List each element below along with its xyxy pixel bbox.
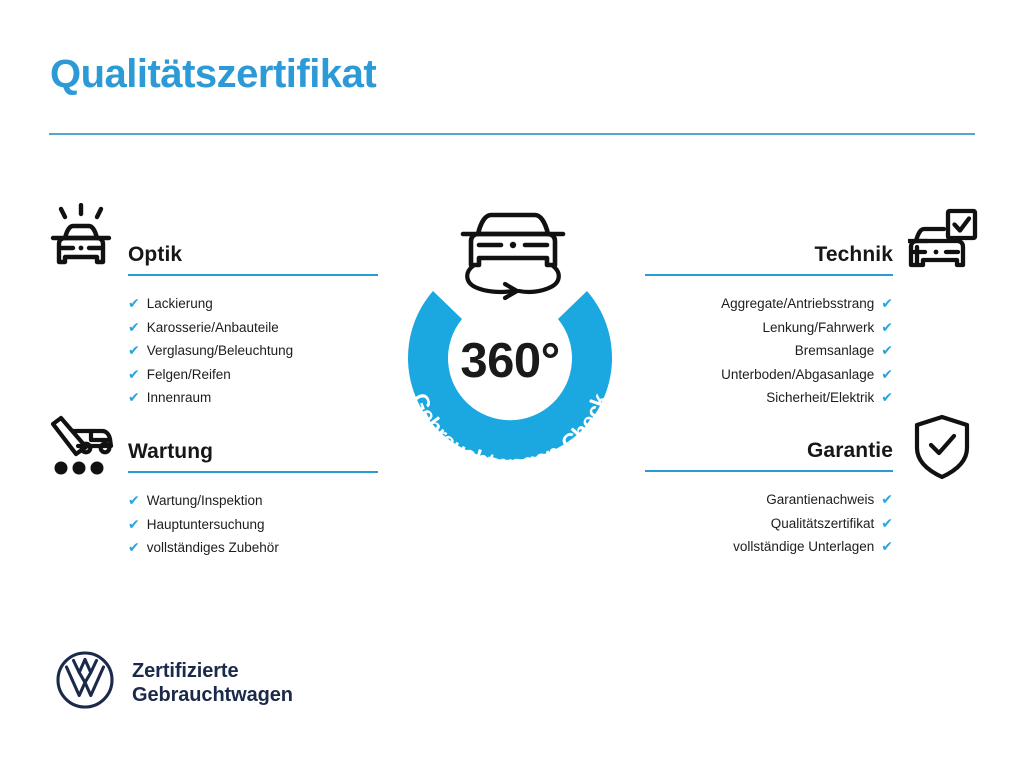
list-item-label: Bremsanlage [794, 343, 875, 358]
vw-certified-lockup: Zertifizierte Gebrauchtwagen [55, 650, 293, 715]
checklist-wartung: ✔ Wartung/Inspektion ✔ Hauptuntersuchung ✔… [128, 489, 378, 560]
check-icon: ✔ [128, 342, 140, 358]
list-item-label: vollständiges Zubehör [146, 540, 279, 555]
list-item-label: Verglasung/Beleuchtung [146, 343, 294, 358]
list-item: ✔ Felgen/Reifen [128, 363, 378, 387]
list-item-label: Aggregate/Antriebsstrang [721, 296, 875, 311]
volkswagen-logo [55, 650, 115, 715]
list-item: Qualitätszertifikat ✔ [645, 512, 893, 536]
check-icon: ✔ [128, 515, 140, 532]
car-checkbox-icon [905, 208, 978, 279]
section-technik: Technik Aggregate/Antriebsstrang ✔ Lenkun… [645, 236, 893, 410]
car-rotation-icon [449, 196, 577, 304]
check-icon: ✔ [128, 295, 140, 311]
section-underline [645, 274, 893, 276]
badge-center-label: 360° [460, 334, 560, 388]
check-icon: ✔ [881, 318, 893, 335]
check-icon: ✔ [881, 538, 893, 554]
section-underline [128, 471, 378, 473]
list-item: ✔ Verglasung/Beleuchtung [128, 339, 378, 363]
list-item: Unterboden/Abgasanlage ✔ [645, 363, 893, 387]
check-icon: ✔ [881, 295, 893, 311]
section-header: Garantie [645, 432, 893, 472]
list-item: ✔ Wartung/Inspektion [128, 489, 378, 513]
check-icon: ✔ [128, 389, 140, 405]
list-item: ✔ Innenraum [128, 386, 378, 410]
list-item: Bremsanlage ✔ [645, 339, 893, 363]
list-item-label: Felgen/Reifen [146, 366, 231, 382]
list-item: Aggregate/Antriebsstrang ✔ [645, 292, 893, 316]
list-item-label: Wartung/Inspektion [146, 493, 263, 508]
list-item-label: Karosserie/Anbauteile [146, 319, 279, 335]
gebrauchtwagen-check-badge: Gebrauchtwagen-Check 360° [376, 255, 644, 483]
section-header: Technik [645, 236, 893, 276]
list-item-label: Lenkung/Fahrwerk [762, 319, 875, 335]
badge-ring: Gebrauchtwagen-Check [407, 291, 613, 476]
list-item-label: Unterboden/Abgasanlage [721, 366, 875, 382]
section-header: Wartung [128, 433, 378, 473]
list-item: ✔ vollständiges Zubehör [128, 536, 378, 560]
check-icon: ✔ [881, 389, 893, 405]
vw-wordmark: Zertifizierte Gebrauchtwagen [132, 659, 293, 707]
check-icon: ✔ [128, 492, 140, 508]
page-title: Qualitätszertifikat [50, 52, 377, 96]
section-garantie: Garantie Garantienachweis ✔ Qualitätszert… [645, 432, 893, 559]
car-on-lift-icon [46, 414, 116, 481]
shield-check-icon [912, 414, 972, 485]
check-icon: ✔ [881, 514, 893, 531]
check-icon: ✔ [881, 365, 893, 382]
list-item: Garantienachweis ✔ [645, 488, 893, 512]
section-header: Optik [128, 236, 378, 276]
list-item-label: vollständige Unterlagen [733, 539, 875, 554]
section-title: Technik [814, 243, 893, 266]
section-title: Wartung [128, 440, 214, 463]
section-underline [128, 274, 378, 276]
section-title: Optik [128, 243, 183, 266]
list-item: vollständige Unterlagen ✔ [645, 535, 893, 559]
vw-wordmark-line2: Gebrauchtwagen [132, 683, 293, 706]
list-item-label: Garantienachweis [766, 492, 875, 507]
checklist-optik: ✔ Lackierung ✔ Karosserie/Anbauteile ✔ Verg… [128, 292, 378, 410]
section-optik: Optik ✔ Lackierung ✔ Karosserie/Anbauteile… [128, 236, 378, 410]
list-item: ✔ Lackierung [128, 292, 378, 316]
section-wartung: Wartung ✔ Wartung/Inspektion ✔ Hauptunters… [128, 433, 378, 560]
list-item-label: Hauptuntersuchung [146, 516, 265, 532]
check-icon: ✔ [881, 342, 893, 358]
list-item-label: Sicherheit/Elektrik [766, 390, 875, 405]
list-item: Lenkung/Fahrwerk ✔ [645, 316, 893, 340]
checklist-garantie: Garantienachweis ✔ Qualitätszertifikat ✔ v… [645, 488, 893, 559]
car-front-lights-icon [48, 202, 114, 280]
list-item: ✔ Hauptuntersuchung [128, 513, 378, 537]
section-title: Garantie [807, 439, 893, 462]
list-item-label: Lackierung [146, 296, 213, 311]
check-icon: ✔ [881, 491, 893, 507]
check-icon: ✔ [128, 318, 140, 335]
title-divider [49, 133, 975, 135]
list-item: Sicherheit/Elektrik ✔ [645, 386, 893, 410]
check-icon: ✔ [128, 539, 140, 555]
section-underline [645, 470, 893, 472]
check-icon: ✔ [128, 365, 140, 382]
vw-wordmark-line1: Zertifizierte [132, 659, 239, 682]
checklist-technik: Aggregate/Antriebsstrang ✔ Lenkung/Fahrwe… [645, 292, 893, 410]
list-item: ✔ Karosserie/Anbauteile [128, 316, 378, 340]
list-item-label: Qualitätszertifikat [770, 515, 875, 531]
list-item-label: Innenraum [146, 390, 212, 405]
